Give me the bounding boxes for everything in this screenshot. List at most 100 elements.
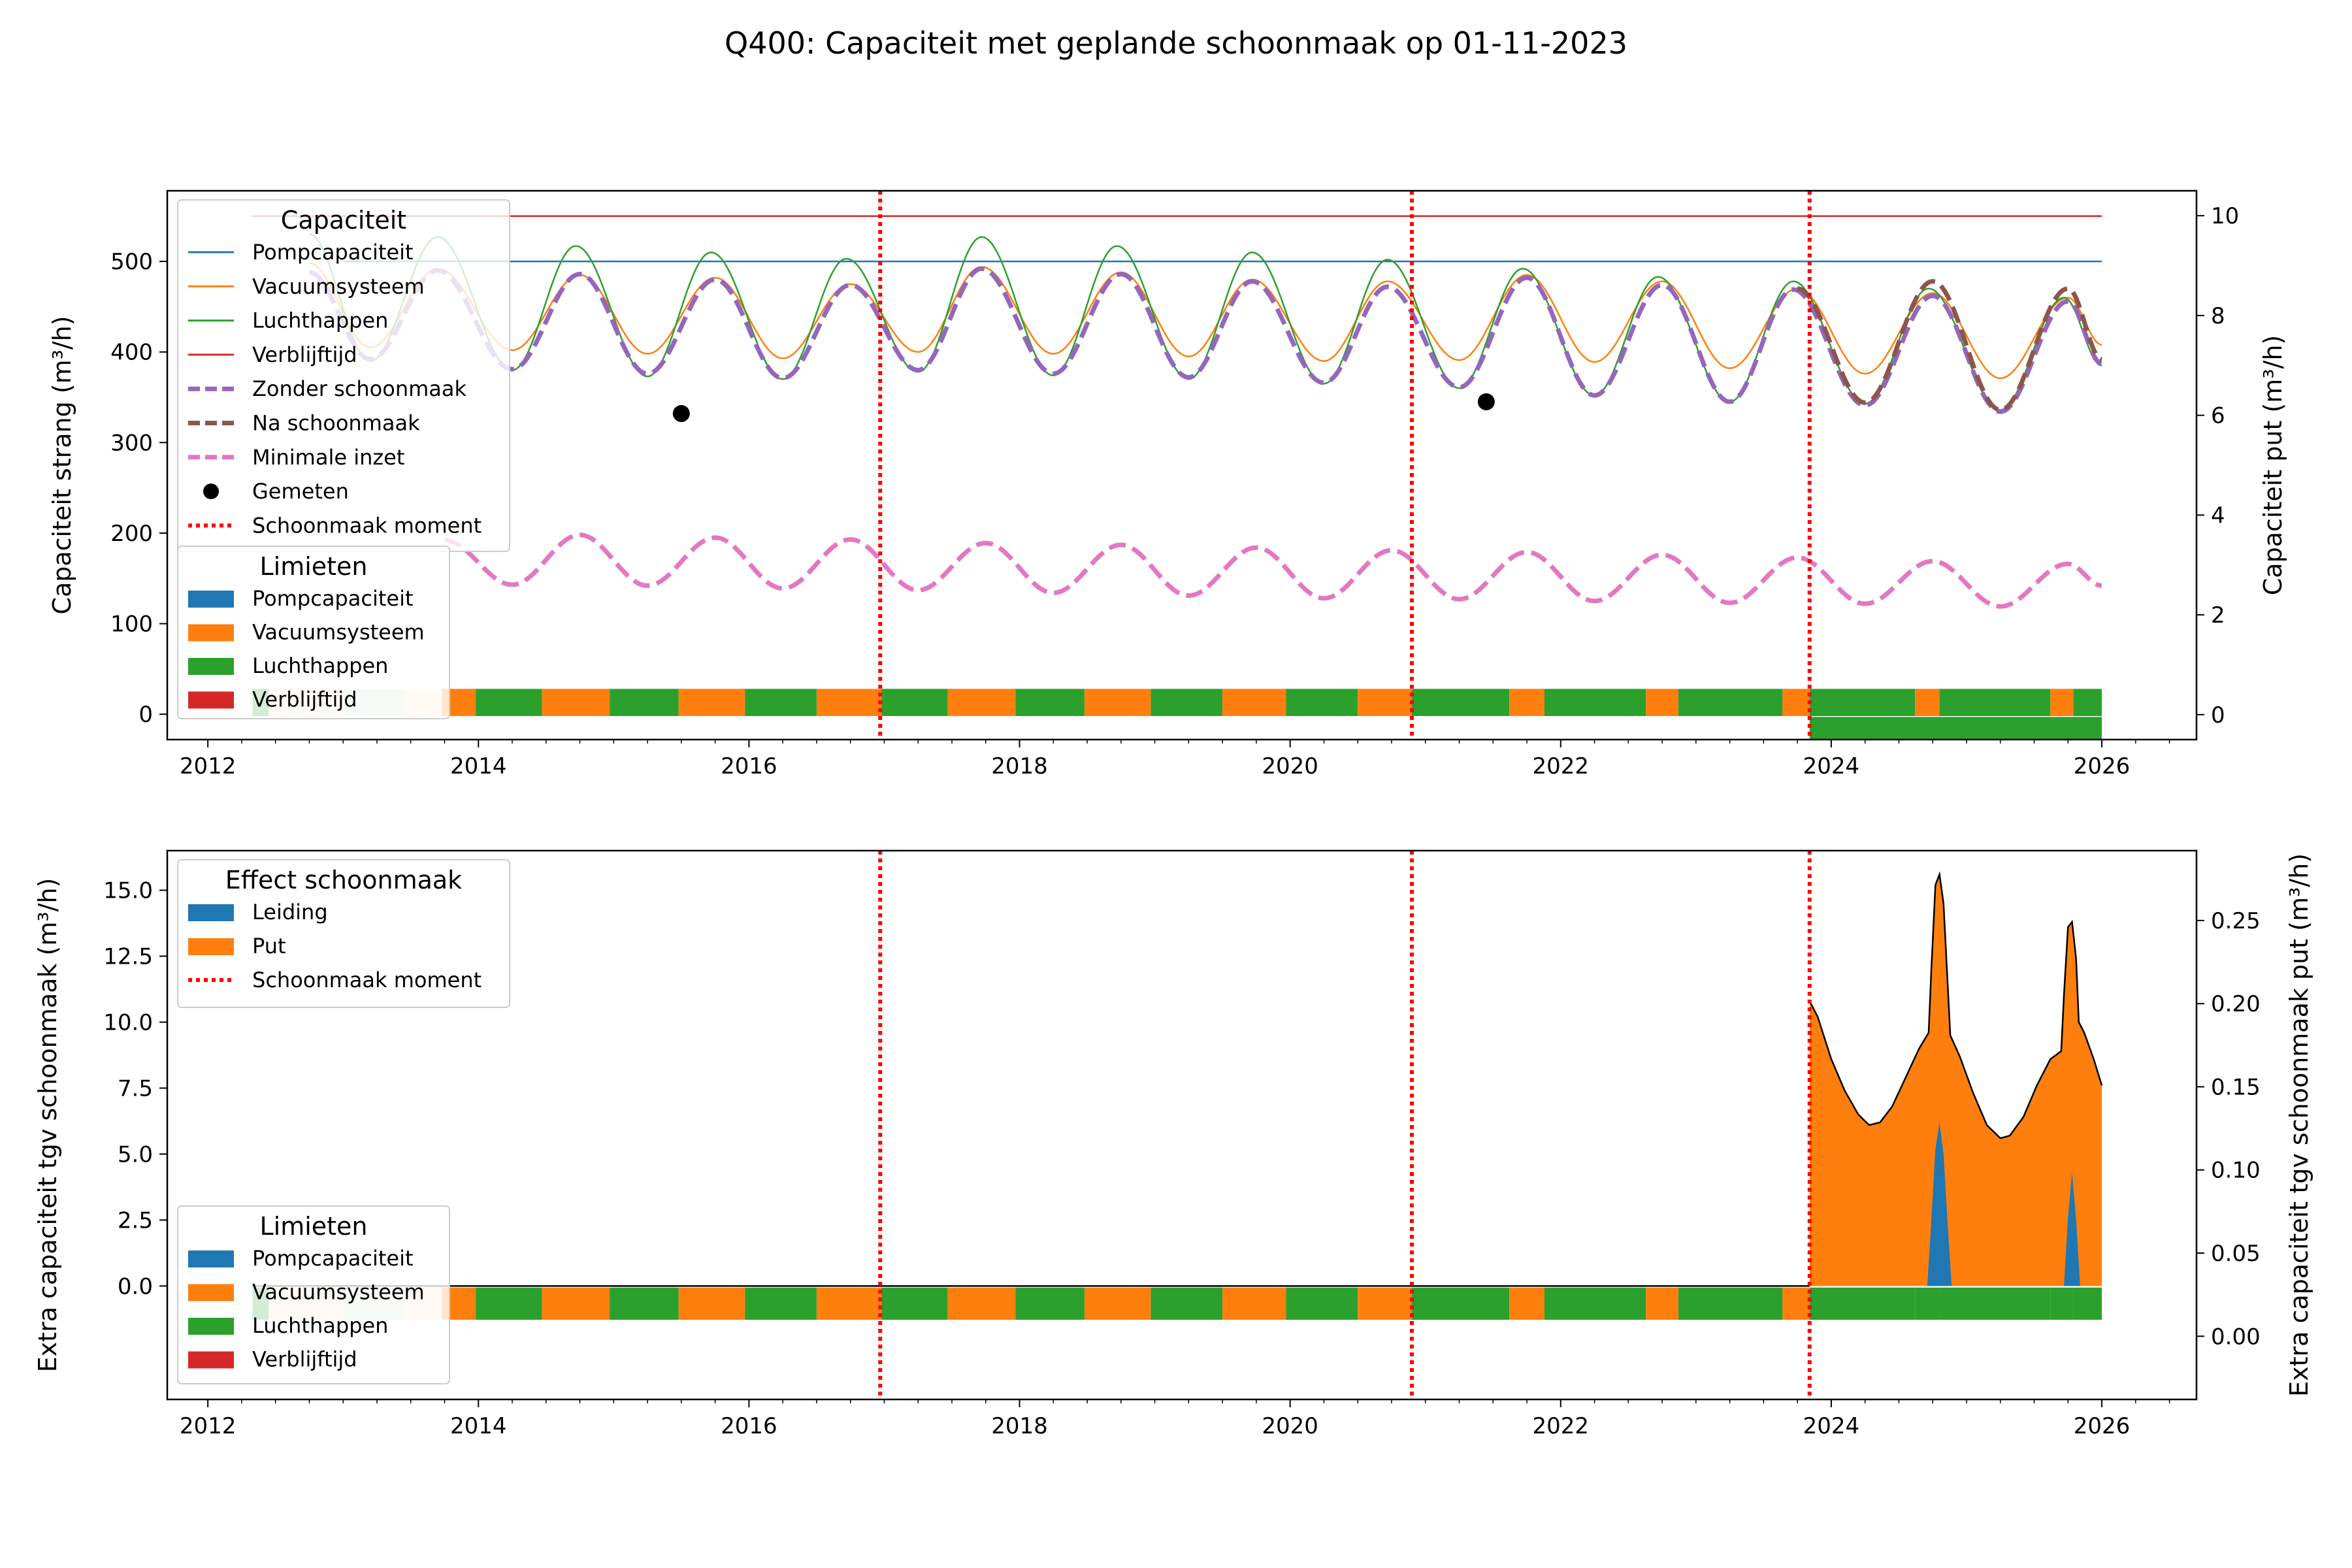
bottom-y2-tick-label: 0.10	[2211, 1158, 2261, 1184]
bottom-limit-segment	[542, 1287, 610, 1320]
bottom-legend-effect-entry-leiding-handle	[188, 904, 234, 921]
bottom-limit-segment	[745, 1287, 817, 1320]
top-y2-tick-label: 2	[2211, 602, 2225, 629]
bottom-limit-segment	[1151, 1287, 1223, 1320]
top-legend-limieten-entry-luchthappen-handle	[188, 658, 234, 675]
bottom-limit-segment	[1509, 1287, 1544, 1320]
bottom-y2-tick-label: 0.00	[2211, 1324, 2261, 1350]
top-frame	[166, 189, 2198, 741]
bottom-legend-effect-entry-leiding-label: Leiding	[252, 900, 328, 924]
bottom-y2-tick-label: 0.05	[2211, 1241, 2261, 1267]
bottom-legend-limieten-frame	[177, 1205, 450, 1384]
top-limit-segment	[2073, 689, 2102, 716]
bottom-legend-limieten-entry-vacuumsysteem-handle	[188, 1284, 234, 1301]
bottom-limit-segment	[476, 1287, 542, 1320]
bottom-legend-limieten-title: Limieten	[259, 1212, 367, 1241]
top-limit-segment	[1222, 689, 1286, 716]
bottom-limit-segment	[1358, 1287, 1413, 1320]
bottom-x-tick-label: 2018	[991, 1413, 1048, 1439]
top-limit-segment	[1782, 689, 1810, 716]
top-limit-segment	[1412, 689, 1510, 716]
bottom-x-tick-label: 2020	[1262, 1413, 1318, 1439]
top-legend-capaciteit-entry-verblijftijd-label: Verblijftijd	[252, 342, 357, 367]
bottom-legend-effect-entry-schoonmaak-moment-label: Schoonmaak moment	[252, 968, 482, 992]
bottom-limit-segment	[1915, 1287, 1940, 1320]
bottom-legend-limieten-entry-vacuumsysteem-label: Vacuumsysteem	[252, 1280, 425, 1305]
top-legend-limieten-entry-luchthappen-label: Luchthappen	[252, 653, 388, 678]
bottom-y-axis-label: Extra capaciteit tgv schoonmaak (m³/h)	[33, 878, 62, 1373]
bottom-y-tick-label: 12.5	[103, 944, 153, 970]
top-legend-capaciteit-entry-gemeten-label: Gemeten	[252, 479, 349, 504]
bottom-limit-segment	[1084, 1287, 1151, 1320]
top-legend-capaciteit: Capaciteit Pompcapaciteit Vacuumsysteem Luc…	[177, 199, 510, 552]
top-panel: 2012 2014 2016 2018 2020 2022 2024 202601002003…	[48, 189, 2287, 779]
top-limit-segment	[610, 689, 679, 716]
top-legend-capaciteit-entry-vacuumsysteem-label: Vacuumsysteem	[252, 274, 425, 299]
bottom-frame	[166, 849, 2198, 1401]
top-limit-segment	[1915, 689, 1940, 716]
bottom-limit-segment	[678, 1287, 745, 1320]
top-legend-limieten-entry-vacuumsysteem-handle	[188, 624, 234, 642]
top-measured-point	[672, 404, 690, 422]
top-x-tick-label: 2024	[1803, 753, 1860, 779]
top-x-tick-label: 2022	[1533, 753, 1590, 779]
top-after-cleaning-band	[1809, 717, 2102, 740]
top-limit-segment	[1646, 689, 1678, 716]
bottom-legend-limieten-entry-luchthappen-handle	[188, 1318, 234, 1335]
top-y-tick-label: 200	[110, 521, 153, 547]
top-y2-tick-label: 6	[2211, 403, 2225, 429]
top-y-tick-label: 100	[110, 612, 153, 638]
top-limit-segment	[678, 689, 745, 716]
top-limit-segment	[947, 689, 1016, 716]
bottom-legend-effect-entry-put-handle	[188, 938, 234, 955]
top-limit-segment	[1151, 689, 1223, 716]
bottom-limit-segment	[816, 1287, 882, 1320]
top-limit-segment	[1286, 689, 1358, 716]
top-limit-segment	[881, 689, 948, 716]
top-legend-capaciteit-entry-gemeten-handle	[203, 483, 219, 500]
top-legend-limieten-entry-pompcapaciteit-label: Pompcapaciteit	[252, 586, 414, 611]
top-x-tick-label: 2020	[1262, 753, 1318, 779]
bottom-legend-limieten-entry-verblijftijd-handle	[188, 1351, 234, 1369]
bottom-panel: 2012 2014 2016 2018 2020 2022 2024 2026 0.0 2.5 5.…	[33, 849, 2313, 1439]
bottom-y2-tick-label: 0.25	[2211, 908, 2261, 934]
bottom-y2-axis-label: Extra capaciteit tgv schoonmaak put (m³/…	[2285, 853, 2313, 1397]
bottom-y-tick-label: 0.0	[118, 1273, 153, 1299]
top-x-tick-label: 2012	[180, 753, 237, 779]
top-series-na-schoonmaak	[1797, 279, 2103, 412]
bottom-legend-limieten-entry-luchthappen-label: Luchthappen	[252, 1313, 388, 1338]
bottom-legend-effect-entry-put-label: Put	[252, 934, 286, 958]
bottom-limit-segment	[1939, 1287, 2051, 1320]
bottom-legend-limieten-entry-verblijftijd-label: Verblijftijd	[252, 1347, 357, 1372]
top-limit-segment	[542, 689, 610, 716]
top-y2-tick-label: 10	[2211, 203, 2239, 229]
bottom-limit-segment	[947, 1287, 1016, 1320]
top-legend-limieten-frame	[177, 546, 450, 719]
top-limit-segment	[1678, 689, 1783, 716]
bottom-legend-limieten: Limieten Pompcapaciteit Vacuumsysteem Lucht…	[177, 1205, 450, 1384]
bottom-y-tick-label: 10.0	[103, 1010, 153, 1036]
bottom-x-tick-label: 2014	[450, 1413, 507, 1439]
top-x-tick-label: 2016	[721, 753, 777, 779]
top-y-tick-label: 300	[110, 430, 153, 456]
bottom-legend-effect-title: Effect schoonmaak	[225, 866, 462, 894]
bottom-put-area	[1809, 874, 2102, 1286]
top-limit-segment	[1809, 689, 1916, 716]
top-legend-capaciteit-entry-na-schoonmaak-label: Na schoonmaak	[252, 411, 420, 436]
bottom-x-tick-label: 2024	[1803, 1413, 1860, 1439]
top-legend-capaciteit-entry-pompcapaciteit-label: Pompcapaciteit	[252, 240, 414, 265]
bottom-put-outline	[1808, 871, 2103, 1139]
top-series-zonder-schoonmaak	[308, 266, 2103, 414]
top-limit-segment	[2050, 689, 2074, 716]
bottom-y-tick-label: 7.5	[118, 1075, 153, 1102]
top-legend-limieten-entry-vacuumsysteem-label: Vacuumsysteem	[252, 620, 425, 645]
top-legend-limieten: Limieten Pompcapaciteit Vacuumsysteem Lucht…	[177, 546, 450, 719]
bottom-legend-limieten-entry-pompcapaciteit-handle	[188, 1250, 234, 1267]
bottom-legend-effect: Effect schoonmaak Leiding Put Schoonmaak mo…	[177, 859, 510, 1008]
top-y2-tick-label: 0	[2211, 702, 2225, 728]
bottom-leiding-area	[1927, 1122, 2080, 1286]
top-legend-limieten-entry-verblijftijd-handle	[188, 691, 234, 709]
top-legend-limieten-entry-verblijftijd-label: Verblijftijd	[252, 687, 357, 712]
top-legend-capaciteit-entry-luchthappen-label: Luchthappen	[252, 308, 388, 333]
